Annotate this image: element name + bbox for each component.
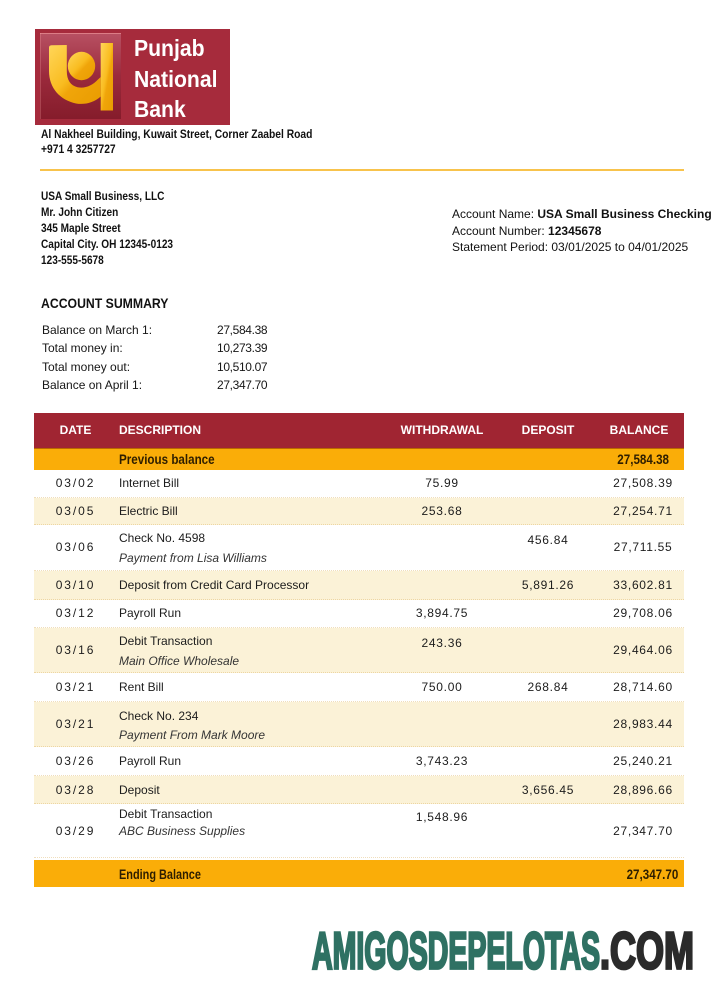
svg-text:.COM: .COM [600, 922, 694, 980]
svg-text:AMIGOSDEPELOTAS: AMIGOSDEPELOTAS [312, 922, 600, 980]
